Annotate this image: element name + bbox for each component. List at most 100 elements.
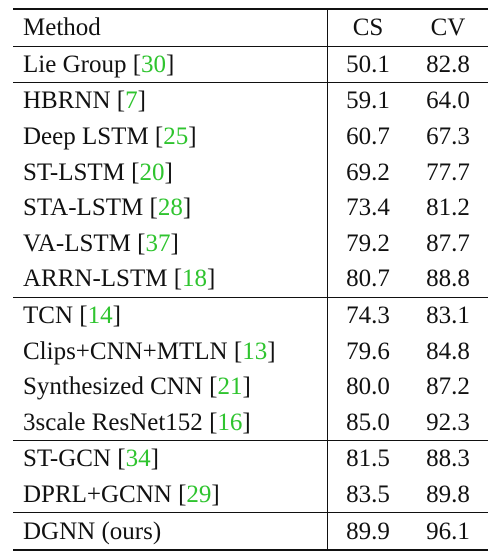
table-body: Lie Group [30] 50.1 82.8 HBRNN [7] 59.1 64.0 D… <box>13 45 488 551</box>
citation-close-bracket: ] <box>137 87 146 115</box>
cs-cell: 89.9 <box>327 512 408 551</box>
cv-cell: 77.7 <box>426 158 470 186</box>
method-name: ST-GCN <box>23 445 118 473</box>
citation-link[interactable]: 25 <box>163 123 189 151</box>
citation-close-bracket: ] <box>188 123 197 151</box>
method-cell: Deep LSTM [25] <box>13 119 328 155</box>
citation-link[interactable]: 18 <box>182 265 208 293</box>
citation-open-bracket: [ <box>173 265 183 293</box>
citation-link[interactable]: 30 <box>141 50 167 78</box>
cv-cell: 67.3 <box>426 123 470 151</box>
method-cell: STA-LSTM [28] <box>13 190 328 226</box>
method-name: Lie Group <box>23 50 133 78</box>
method-name: HBRNN <box>23 87 117 115</box>
table-row: VA-LSTM [37] 79.2 87.7 <box>13 225 488 262</box>
cv-cell: 64.0 <box>408 82 488 119</box>
header-cs: CS <box>327 7 408 47</box>
citation-close-bracket: ] <box>170 229 179 257</box>
method-cell: ARRN-LSTM [18] <box>13 261 328 297</box>
table-row: Lie Group [30] 50.1 82.8 <box>13 45 488 83</box>
citation-open-bracket: [ <box>79 302 88 330</box>
cv-cell: 87.7 <box>426 229 470 257</box>
citation-link[interactable]: 21 <box>217 373 243 401</box>
header-row: Method CS CV <box>13 7 488 47</box>
header-cv: CV <box>408 7 488 47</box>
cs-cell: 73.4 <box>327 189 408 226</box>
citation-open-bracket: [ <box>132 50 142 78</box>
citation-link[interactable]: 28 <box>157 194 183 222</box>
header-method: Method <box>13 7 328 47</box>
method-name: Clips+CNN+MTLN <box>23 337 234 365</box>
cs-cell: 74.3 <box>327 296 408 334</box>
method-name: STA-LSTM <box>23 194 150 222</box>
method-cell: DPRL+GCNN [29] <box>13 477 328 513</box>
method-name: DPRL+GCNN <box>23 481 179 509</box>
table-row: STA-LSTM [28] 73.4 81.2 <box>13 189 488 226</box>
method-cell: HBRNN [7] <box>13 82 328 119</box>
method-name: Synthesized CNN <box>23 373 210 401</box>
citation-link[interactable]: 34 <box>125 445 151 473</box>
method-cell: VA-LSTM [37] <box>13 226 328 262</box>
citation-open-bracket: [ <box>137 229 146 257</box>
citation-close-bracket: ] <box>211 481 220 509</box>
cv-cell: 92.3 <box>426 408 470 436</box>
citation-link[interactable]: 20 <box>139 158 165 186</box>
citation-link[interactable]: 37 <box>145 229 171 257</box>
cv-cell: 83.1 <box>408 296 488 334</box>
cv-cell: 89.8 <box>426 481 470 509</box>
citation-link[interactable]: 14 <box>87 302 113 330</box>
citation-close-bracket: ] <box>166 50 175 78</box>
cs-cell: 80.7 <box>327 261 408 298</box>
citation-open-bracket: [ <box>209 373 218 401</box>
table-row: Synthesized CNN [21] 80.0 87.2 <box>13 368 488 405</box>
cs-cell: 80.0 <box>327 368 408 405</box>
citation-open-bracket: [ <box>117 445 126 473</box>
citation-link[interactable]: 16 <box>217 408 243 436</box>
method-cell: DGNN (ours) <box>13 512 328 551</box>
results-table: Method CS CV Lie Group [30] 50.1 82.8 HBRNN… <box>13 7 488 551</box>
method-cell: 3scale ResNet152 [16] <box>13 405 328 441</box>
method-cell: ST-LSTM [20] <box>13 154 328 190</box>
citation-close-bracket: ] <box>112 302 121 330</box>
citation-link[interactable]: 13 <box>242 337 268 365</box>
method-name: ST-LSTM <box>23 158 132 186</box>
cv-cell: 81.2 <box>426 194 470 222</box>
method-cell: Synthesized CNN [21] <box>13 369 328 405</box>
method-name: ARRN-LSTM <box>23 265 174 293</box>
table-row: Deep LSTM [25] 60.7 67.3 <box>13 118 488 155</box>
method-name: DGNN (ours) <box>23 517 162 545</box>
citation-close-bracket: ] <box>242 373 251 401</box>
table-row: ARRN-LSTM [18] 80.7 88.8 <box>13 261 488 298</box>
cs-cell: 59.1 <box>327 82 408 119</box>
cs-cell: 79.2 <box>327 225 408 262</box>
table-row: ST-LSTM [20] 69.2 77.7 <box>13 154 488 190</box>
cv-cell: 88.8 <box>426 265 470 293</box>
method-cell: Clips+CNN+MTLN [13] <box>13 333 328 369</box>
method-name: TCN <box>23 302 80 330</box>
citation-link[interactable]: 29 <box>186 481 212 509</box>
cv-cell: 87.2 <box>426 373 470 401</box>
cv-cell: 82.8 <box>408 45 488 83</box>
cs-cell: 81.5 <box>327 440 408 477</box>
cv-cell: 96.1 <box>408 512 488 551</box>
citation-close-bracket: ] <box>207 265 216 293</box>
table-row: 3scale ResNet152 [16] 85.0 92.3 <box>13 404 488 441</box>
table-row: ST-GCN [34] 81.5 88.3 <box>13 440 488 477</box>
citation-close-bracket: ] <box>150 445 159 473</box>
citation-link[interactable]: 7 <box>125 87 138 115</box>
table-row: Clips+CNN+MTLN [13] 79.6 84.8 <box>13 333 488 369</box>
method-cell: ST-GCN [34] <box>13 440 328 477</box>
cs-cell: 79.6 <box>327 333 408 369</box>
table-row: HBRNN [7] 59.1 64.0 <box>13 82 488 119</box>
citation-open-bracket: [ <box>209 408 218 436</box>
citation-close-bracket: ] <box>242 408 251 436</box>
citation-close-bracket: ] <box>182 194 192 222</box>
method-cell: TCN [14] <box>13 296 328 334</box>
table-row: DPRL+GCNN [29] 83.5 89.8 <box>13 476 488 513</box>
citation-open-bracket: [ <box>154 123 164 151</box>
citation-open-bracket: [ <box>116 87 126 115</box>
method-name: 3scale ResNet152 <box>23 408 210 436</box>
cs-cell: 85.0 <box>327 404 408 441</box>
table-row: TCN [14] 74.3 83.1 <box>13 296 488 334</box>
citation-open-bracket: [ <box>233 337 243 365</box>
